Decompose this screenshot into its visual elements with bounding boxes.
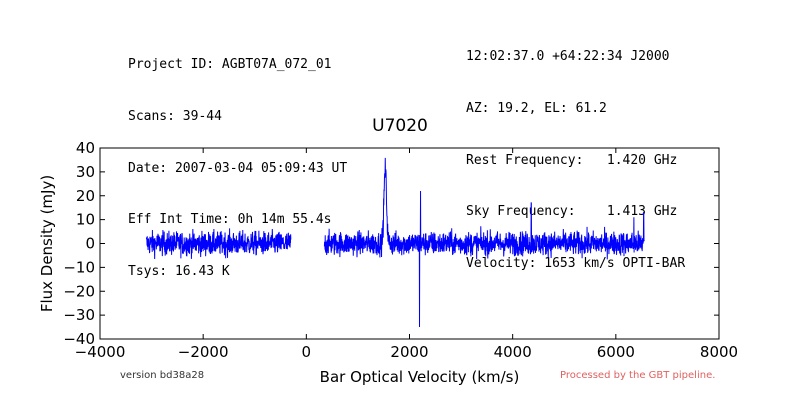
rest-frequency-line: Rest Frequency: 1.420 GHz — [466, 152, 678, 168]
x-tick-label: 2000 — [390, 343, 428, 361]
header-left-info: Project ID: AGBT07A_072_01 Scans: 39-44 … — [128, 22, 347, 297]
coordinates-line: 12:02:37.0 +64:22:34 J2000 — [466, 49, 670, 65]
x-tick-label: −4000 — [75, 343, 126, 361]
int-time-line: Eff Int Time: 0h 14m 55.4s — [128, 212, 332, 228]
axes-layer: −4000 −2000 0 2000 4000 6000 8000 −40 −30 −20 −10 0… — [38, 139, 738, 386]
y-tick-label: −10 — [63, 258, 95, 276]
y-tick-label: −30 — [63, 306, 95, 324]
x-axis-label: Bar Optical Velocity (km/s) — [320, 368, 520, 386]
x-tick-label: 0 — [302, 343, 312, 361]
x-tick-label: 4000 — [494, 343, 532, 361]
y-tick-label: 30 — [76, 163, 95, 181]
x-tick-label: 8000 — [700, 343, 738, 361]
spectrum-series-segment-1 — [145, 228, 292, 260]
chart-title: U7020 — [372, 116, 428, 136]
version-label: version bd38a28 — [120, 370, 205, 381]
y-tick-label: 40 — [76, 139, 95, 157]
tsys-line: Tsys: 16.43 K — [128, 263, 230, 279]
scans-line: Scans: 39-44 — [128, 109, 222, 125]
y-tick-label: 10 — [76, 211, 95, 229]
x-tick-label: −2000 — [178, 343, 229, 361]
sky-frequency-line: Sky Frequency: 1.413 GHz — [466, 204, 678, 220]
y-tick-label: −40 — [63, 330, 95, 348]
header-right-info: 12:02:37.0 +64:22:34 J2000 AZ: 19.2, EL:… — [466, 14, 685, 289]
date-line: Date: 2007-03-04 05:09:43 UT — [128, 160, 348, 176]
az-el-line: AZ: 19.2, EL: 61.2 — [466, 101, 607, 117]
pipeline-label: Processed by the GBT pipeline. — [560, 370, 716, 381]
spectrum-series-segment-2 — [323, 157, 645, 328]
velocity-line: Velocity: 1653 km/s OPTI-BAR — [466, 255, 686, 271]
project-id-line: Project ID: AGBT07A_072_01 — [128, 57, 332, 73]
y-tick-label: 20 — [76, 187, 95, 205]
y-tick-label: −20 — [63, 282, 95, 300]
plot-layer — [145, 157, 645, 328]
y-axis-label: Flux Density (mJy) — [38, 175, 56, 312]
y-tick-label: 0 — [85, 235, 95, 253]
x-tick-label: 6000 — [597, 343, 635, 361]
